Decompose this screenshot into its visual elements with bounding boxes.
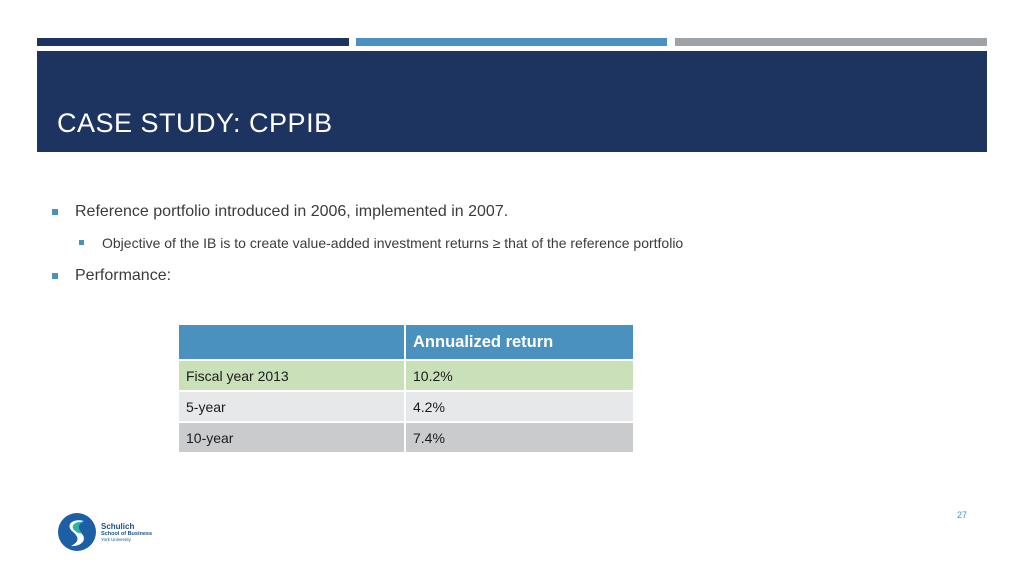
top-accent-bar-navy: [37, 38, 349, 46]
table-row: 5-year 4.2%: [177, 390, 635, 423]
title-band: CASE STUDY: CPPIB: [37, 51, 987, 152]
bullet-square-icon: [52, 209, 58, 215]
top-accent-bar-blue: [356, 38, 667, 46]
table-cell-return: 10.2%: [404, 359, 635, 392]
schulich-logo: Schulich School of Business York Univers…: [57, 512, 152, 552]
table-cell-return: 7.4%: [404, 421, 635, 454]
table-row: 10-year 7.4%: [177, 421, 635, 454]
table-row: Fiscal year 2013 10.2%: [177, 359, 635, 392]
logo-text: Schulich School of Business York Univers…: [101, 522, 152, 543]
page-number: 27: [957, 510, 968, 520]
bullet-text: Reference portfolio introduced in 2006, …: [75, 203, 509, 220]
top-accent-bar-gray: [675, 38, 987, 46]
logo-subtitle: School of Business: [101, 530, 153, 537]
logo-university: York University: [101, 537, 131, 543]
sub-bullet-text: Objective of the IB is to create value-a…: [102, 235, 684, 251]
bullet-item: Reference portfolio introduced in 2006, …: [52, 201, 508, 223]
bullet-square-icon: [52, 273, 58, 279]
sub-bullet-item: Objective of the IB is to create value-a…: [79, 233, 683, 253]
table-cell-period: 5-year: [177, 390, 406, 423]
logo-name: Schulich: [101, 521, 135, 531]
table-header-cell: [177, 323, 406, 361]
schulich-s-logo-icon: [58, 513, 96, 551]
bullet-item: Performance:: [52, 265, 171, 287]
table-header-cell: Annualized return: [404, 323, 635, 361]
table-cell-period: Fiscal year 2013: [177, 359, 406, 392]
bullet-square-icon: [79, 240, 84, 245]
table-cell-return: 4.2%: [404, 390, 635, 423]
table-header-row: Annualized return: [177, 323, 635, 361]
performance-table: Annualized return Fiscal year 2013 10.2%…: [177, 323, 635, 454]
bullet-text: Performance:: [75, 267, 172, 284]
table-cell-period: 10-year: [177, 421, 406, 454]
slide-title: CASE STUDY: CPPIB: [57, 108, 333, 138]
